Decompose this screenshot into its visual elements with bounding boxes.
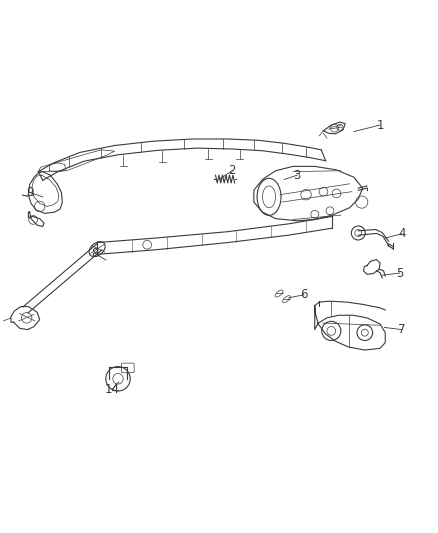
Text: 14: 14 bbox=[105, 383, 120, 395]
Text: 7: 7 bbox=[398, 323, 406, 336]
Text: 8: 8 bbox=[91, 247, 99, 260]
Text: 6: 6 bbox=[300, 288, 307, 301]
Text: 4: 4 bbox=[398, 228, 406, 240]
Text: 9: 9 bbox=[26, 186, 33, 199]
Text: 3: 3 bbox=[293, 168, 301, 182]
Text: 5: 5 bbox=[396, 266, 403, 279]
Text: 2: 2 bbox=[228, 164, 236, 177]
Text: 1: 1 bbox=[376, 118, 384, 132]
